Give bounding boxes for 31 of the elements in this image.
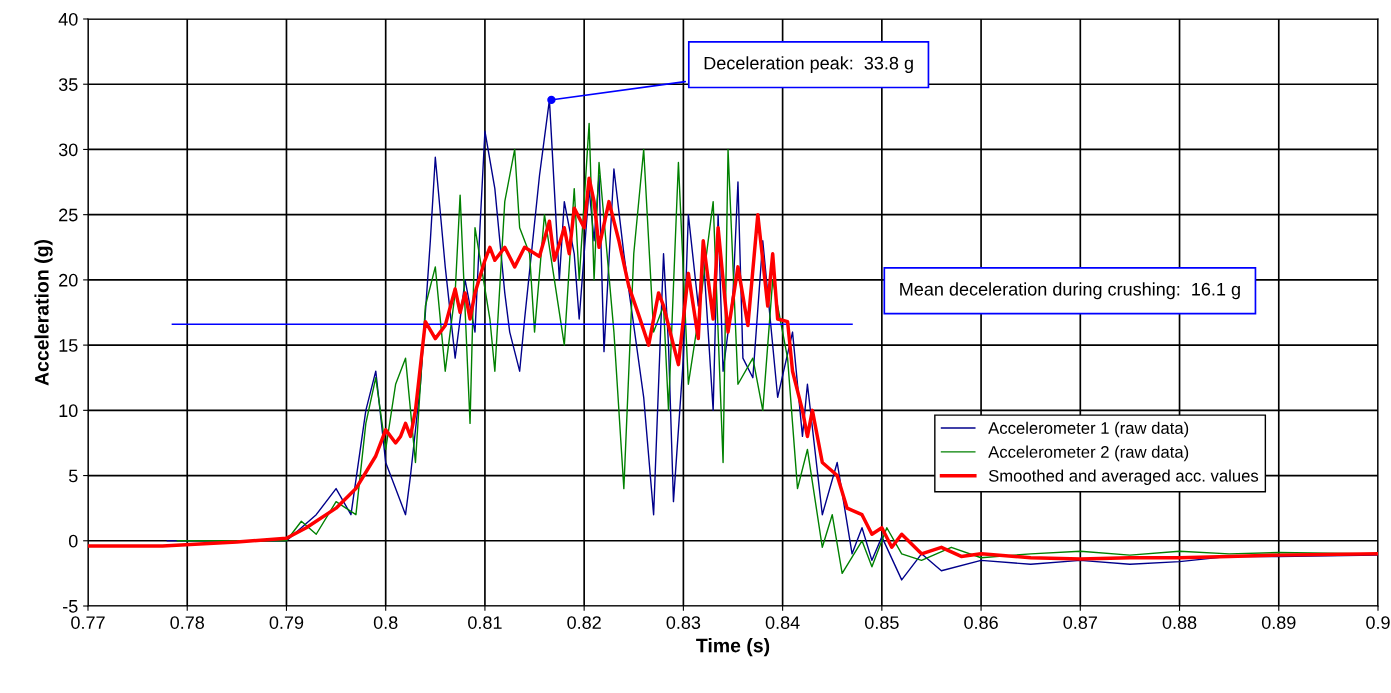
x-tick-label: 0.88 — [1162, 616, 1197, 629]
x-tick-label: 0.81 — [468, 616, 502, 629]
x-tick-label: 0.86 — [964, 616, 998, 629]
x-tick-label: 0.83 — [666, 616, 701, 629]
y-tick-label: 25 — [59, 208, 78, 222]
x-tick-label: 0.8 — [373, 616, 398, 629]
y-tick-label: 20 — [59, 273, 78, 287]
y-tick-label: 40 — [58, 12, 78, 26]
y-tick-label: 35 — [58, 78, 78, 91]
y-tick-label: 10 — [59, 404, 78, 418]
annotation: Deceleration peak: 33.8 g — [704, 56, 913, 74]
legend-label: Accelerometer 1 (raw data) — [988, 421, 1189, 438]
y-axis-title: Acceleration (g) — [34, 239, 53, 386]
legend-label: Smoothed and averaged acc. values — [988, 469, 1259, 486]
y-tick-label: 0 — [68, 534, 78, 548]
legend-label: Accelerometer 2 (raw data) — [988, 445, 1189, 462]
x-tick-label: 0.77 — [71, 616, 105, 629]
x-tick-label: 0.79 — [269, 616, 304, 629]
y-tick-label: 30 — [58, 143, 78, 157]
x-axis-title: Time (s) — [696, 638, 770, 657]
x-tick-label: 0.84 — [765, 616, 800, 629]
y-tick-label: 15 — [59, 339, 78, 352]
x-tick-label: 0.82 — [567, 616, 601, 629]
x-tick-label: 0.85 — [864, 616, 899, 629]
annotation: Mean deceleration during crushing: 16.1 g — [900, 282, 1240, 300]
y-tick-label: -5 — [63, 600, 78, 613]
y-tick-label: 5 — [68, 469, 78, 483]
x-tick-label: 0.87 — [1063, 616, 1097, 629]
x-tick-label: 0.78 — [170, 616, 205, 629]
x-tick-label: 0.9 — [1366, 616, 1390, 629]
x-tick-label: 0.89 — [1261, 616, 1296, 629]
